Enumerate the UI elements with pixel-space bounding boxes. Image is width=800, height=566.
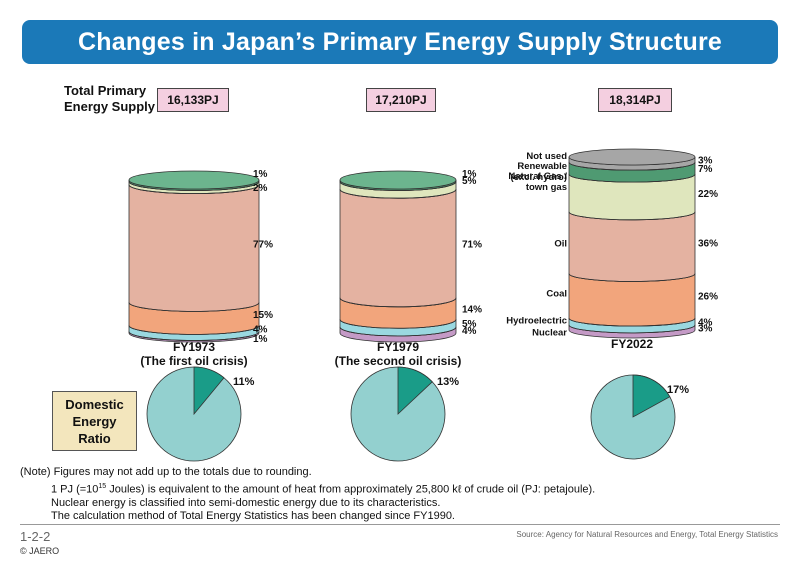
- segment-divider-FY2022: [568, 211, 696, 221]
- category-label-oil: Oil: [554, 239, 567, 250]
- category-label-renewable: (excl. hydro): [511, 172, 568, 183]
- segment-divider-FY1973: [128, 302, 260, 312]
- pct-label-FY1979-renewable: 1%: [462, 169, 477, 180]
- pct-label-FY2022-renewable: 7%: [698, 164, 713, 175]
- category-label-renewable: Renewable: [517, 161, 567, 172]
- segment-divider-FY1973: [128, 181, 260, 191]
- notes: (Note) Figures may not add up to the tot…: [20, 466, 595, 524]
- footer-divider: [20, 524, 780, 525]
- domestic-ratio-box: Domestic Energy Ratio: [52, 391, 137, 451]
- ratio-label-line3: Ratio: [78, 431, 111, 446]
- total-supply-label-line1: Total Primary: [64, 83, 147, 98]
- note-line-3: Nuclear energy is classified into semi-d…: [51, 496, 441, 509]
- category-label-nuclear: Nuclear: [532, 327, 567, 338]
- pct-label-FY1979-coal: 14%: [462, 305, 482, 316]
- category-label-not_used: Not used: [526, 151, 567, 162]
- total-supply-label-line2: Energy Supply: [64, 99, 156, 114]
- pie-label-FY1979: 13%: [437, 376, 459, 388]
- page-number: 1-2-2: [20, 529, 51, 544]
- category-label-gas: Natural Gas /: [508, 171, 567, 182]
- copyright: © JAERO: [20, 546, 60, 556]
- pie-label-FY1973: 11%: [233, 376, 255, 388]
- pct-label-FY2022-nuclear: 3%: [698, 323, 713, 334]
- total-supply-label: Total Primary Energy Supply: [64, 83, 155, 115]
- segment-divider-FY1979: [339, 326, 457, 337]
- ratio-label-line1: Domestic: [65, 397, 124, 412]
- total-supply-1979: 17,210PJ: [366, 88, 436, 112]
- pct-label-FY1979-nuclear: 4%: [462, 326, 477, 337]
- category-label-gas: town gas: [526, 182, 567, 193]
- pct-label-FY2022-gas: 22%: [698, 189, 718, 200]
- year-label-FY1973: FY1973: [173, 340, 215, 354]
- segment-divider-FY1979: [339, 189, 457, 199]
- pie-slice-FY2022: [632, 374, 671, 418]
- note-line-4: The calculation method of Total Energy S…: [51, 510, 455, 523]
- segment-FY1973-oil: [128, 184, 260, 312]
- cylinder-top-FY1973: [128, 170, 260, 190]
- pct-label-FY1973-gas: 2%: [253, 183, 268, 194]
- pct-label-FY1979-hydro: 5%: [462, 319, 477, 330]
- segment-divider-FY2022: [568, 173, 696, 183]
- pct-label-FY2022-hydro: 4%: [698, 317, 713, 328]
- total-supply-2022: 18,314PJ: [598, 88, 672, 112]
- pie-slice-FY1973: [193, 366, 225, 416]
- year-sublabel-FY1973: (The first oil crisis): [140, 354, 247, 368]
- chart-title: Changes in Japan’s Primary Energy Supply…: [78, 28, 722, 56]
- segment-divider-FY2022: [568, 273, 696, 282]
- title-banner: Changes in Japan’s Primary Energy Supply…: [22, 20, 778, 64]
- year-label-FY2022: FY2022: [611, 337, 653, 351]
- segment-divider-FY1973: [128, 331, 260, 341]
- year-label-FY1979: FY1979: [377, 340, 419, 354]
- segment-divider-FY1973: [128, 325, 260, 335]
- pct-label-FY1973-coal: 15%: [253, 310, 273, 321]
- total-supply-1973: 16,133PJ: [157, 88, 229, 112]
- pct-label-FY1979-gas: 5%: [462, 176, 477, 187]
- segment-divider-FY2022: [568, 162, 696, 171]
- pie-slice-FY1979: [397, 366, 433, 415]
- ratio-label-line2: Energy: [72, 414, 117, 429]
- category-label-hydro: Hydroelectric: [506, 315, 567, 326]
- pct-label-FY1973-oil: 77%: [253, 239, 273, 250]
- cylinder-top-FY2022: [568, 148, 696, 166]
- note-line-1: (Note) Figures may not add up to the tot…: [20, 466, 312, 478]
- segment-FY2022-oil: [568, 211, 696, 282]
- pct-label-FY1973-nuclear: 1%: [253, 334, 268, 345]
- pct-label-FY2022-oil: 36%: [698, 239, 718, 250]
- segment-divider-FY1973: [128, 184, 260, 194]
- segment-divider-FY2022: [568, 317, 696, 327]
- segment-divider-FY2022: [568, 324, 696, 334]
- pct-label-FY2022-not_used: 3%: [698, 156, 713, 167]
- note-line-2: 1 PJ (=1015 Joules) is equivalent to the…: [51, 482, 596, 496]
- pie-label-FY2022: 17%: [667, 384, 689, 396]
- category-label-coal: Coal: [546, 289, 567, 300]
- cylinder-top-FY1979: [339, 170, 457, 190]
- segment-FY1979-oil: [339, 189, 457, 308]
- segment-divider-FY1979: [339, 181, 457, 191]
- segment-divider-FY1979: [339, 319, 457, 329]
- year-sublabel-FY1979: (The second oil crisis): [335, 354, 462, 368]
- pct-label-FY2022-coal: 26%: [698, 292, 718, 303]
- segment-divider-FY1979: [339, 297, 457, 308]
- pct-label-FY1979-oil: 71%: [462, 239, 482, 250]
- pct-label-FY1973-renewable: 1%: [253, 169, 268, 180]
- pct-label-FY1973-hydro: 4%: [253, 324, 268, 335]
- source-note: Source: Agency for Natural Resources and…: [516, 530, 778, 539]
